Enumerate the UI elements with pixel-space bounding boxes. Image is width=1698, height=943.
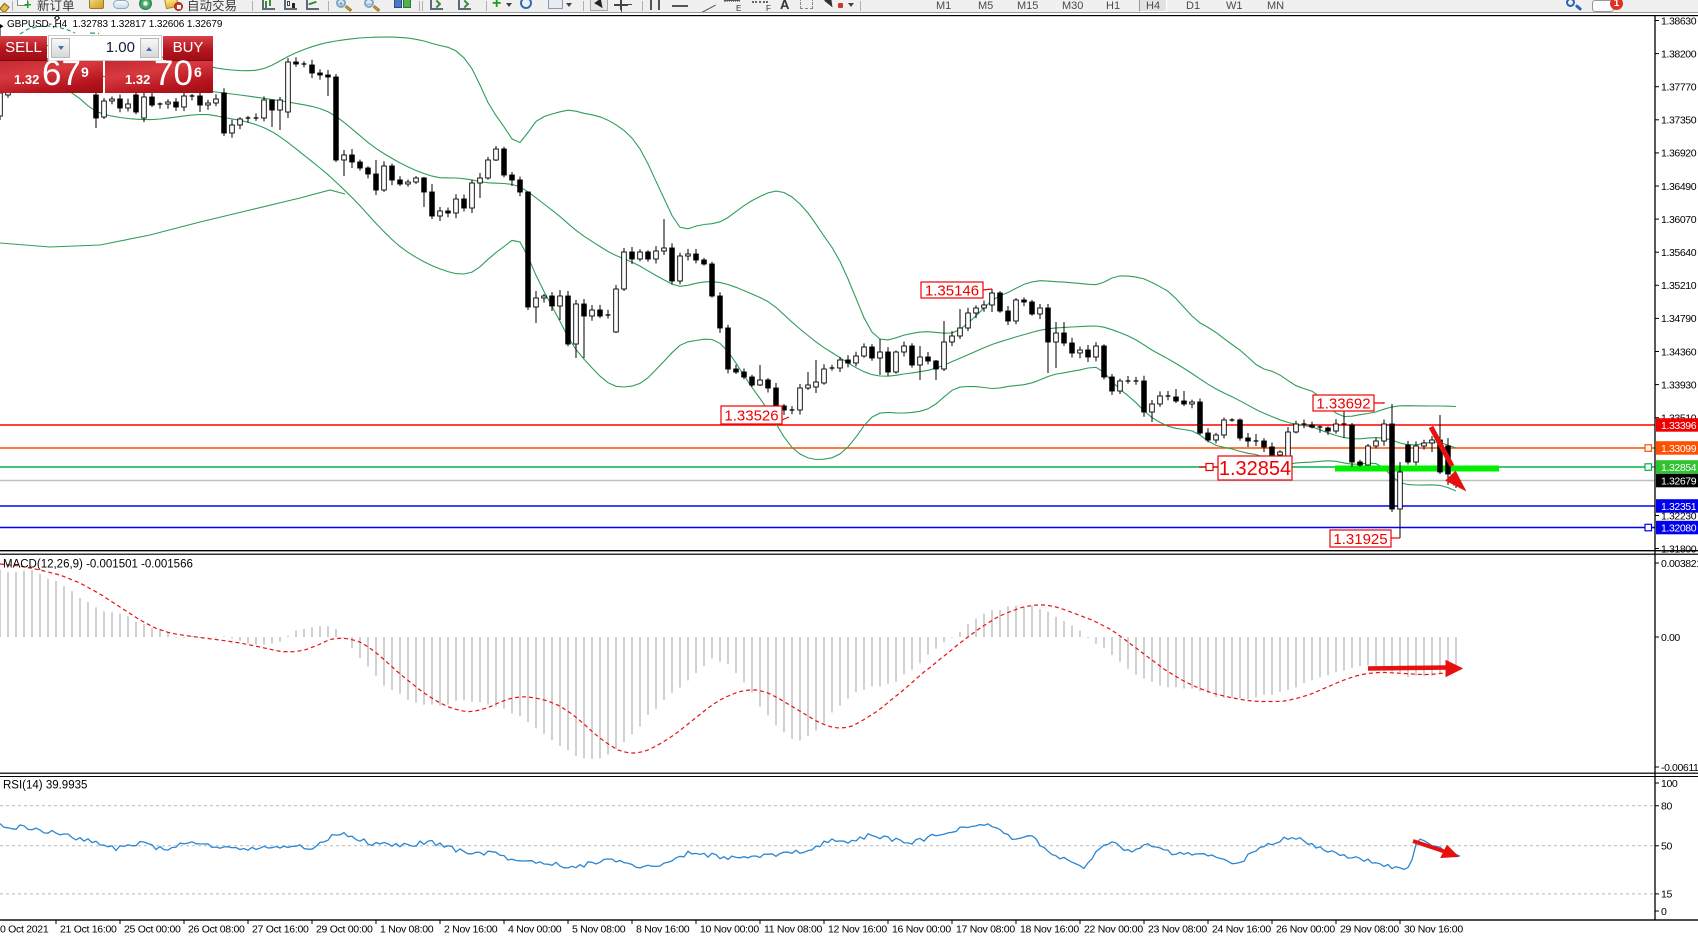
svg-text:0.00: 0.00 [1661,632,1680,644]
svg-text:8 Nov 16:00: 8 Nov 16:00 [636,924,690,936]
svg-text:26 Oct 08:00: 26 Oct 08:00 [188,924,245,936]
svg-text:23 Nov 08:00: 23 Nov 08:00 [1148,924,1207,936]
svg-text:29 Nov 08:00: 29 Nov 08:00 [1340,924,1399,936]
svg-text:2 Nov 16:00: 2 Nov 16:00 [444,924,498,936]
svg-text:1.36070: 1.36070 [1661,214,1697,226]
svg-text:1.32679: 1.32679 [1661,475,1697,487]
svg-text:27 Oct 16:00: 27 Oct 16:00 [252,924,309,936]
svg-text:1.38200: 1.38200 [1661,48,1697,60]
svg-text:1.33396: 1.33396 [1661,420,1697,432]
svg-text:16 Nov 00:00: 16 Nov 00:00 [892,924,951,936]
svg-text:12 Nov 16:00: 12 Nov 16:00 [828,924,887,936]
svg-text:15: 15 [1661,889,1672,901]
svg-text:1.36920: 1.36920 [1661,148,1697,160]
svg-text:1.38630: 1.38630 [1661,15,1697,27]
svg-text:RSI(14) 39.9935: RSI(14) 39.9935 [3,780,87,792]
svg-text:1.37770: 1.37770 [1661,82,1697,94]
svg-text:11 Nov 08:00: 11 Nov 08:00 [764,924,823,936]
svg-text:50: 50 [1661,841,1672,853]
svg-text:MACD(12,26,9) -0.001501 -0.001: MACD(12,26,9) -0.001501 -0.001566 [3,559,193,571]
svg-text:29 Oct 00:00: 29 Oct 00:00 [316,924,373,936]
svg-text:30 Nov 16:00: 30 Nov 16:00 [1404,924,1463,936]
svg-text:1.35146: 1.35146 [925,282,979,299]
svg-text:1.33099: 1.33099 [1661,443,1697,455]
svg-text:1.34360: 1.34360 [1661,346,1697,358]
svg-text:0 Oct 2021: 0 Oct 2021 [0,924,49,936]
svg-text:4 Nov 00:00: 4 Nov 00:00 [508,924,562,936]
svg-text:5 Nov 08:00: 5 Nov 08:00 [572,924,626,936]
svg-text:17 Nov 08:00: 17 Nov 08:00 [956,924,1015,936]
svg-text:1.32351: 1.32351 [1661,501,1697,513]
svg-text:1.32854: 1.32854 [1219,458,1291,480]
svg-text:1.34790: 1.34790 [1661,313,1697,325]
svg-text:GBPUSD-,H4 1.32783 1.32817 1.: GBPUSD-,H4 1.32783 1.32817 1.32606 1.326… [7,19,223,30]
svg-text:26 Nov 00:00: 26 Nov 00:00 [1276,924,1335,936]
svg-text:1.35640: 1.35640 [1661,247,1697,259]
svg-text:100: 100 [1661,778,1678,790]
svg-text:1.31925: 1.31925 [1333,531,1387,548]
svg-text:21 Oct 16:00: 21 Oct 16:00 [60,924,117,936]
svg-text:1.32230: 1.32230 [1661,510,1697,522]
svg-text:1.37350: 1.37350 [1661,115,1697,127]
svg-text:18 Nov 16:00: 18 Nov 16:00 [1020,924,1079,936]
svg-text:24 Nov 16:00: 24 Nov 16:00 [1212,924,1271,936]
svg-text:0: 0 [1661,906,1667,918]
svg-text:1.33526: 1.33526 [724,407,778,424]
svg-text:1.36490: 1.36490 [1661,181,1697,193]
svg-text:22 Nov 00:00: 22 Nov 00:00 [1084,924,1143,936]
svg-text:10 Nov 00:00: 10 Nov 00:00 [700,924,759,936]
svg-text:1.33930: 1.33930 [1661,379,1697,391]
svg-text:-0.006117: -0.006117 [1661,762,1698,774]
svg-text:1.33692: 1.33692 [1316,395,1370,412]
svg-text:1.32854: 1.32854 [1661,462,1697,474]
svg-text:80: 80 [1661,801,1672,813]
svg-text:1 Nov 08:00: 1 Nov 08:00 [380,924,434,936]
svg-text:1.31800: 1.31800 [1661,543,1697,555]
svg-text:1.32080: 1.32080 [1661,522,1697,534]
svg-text:1.35210: 1.35210 [1661,280,1697,292]
svg-text:25 Oct 00:00: 25 Oct 00:00 [124,924,181,936]
svg-text:0.003821: 0.003821 [1661,558,1698,570]
